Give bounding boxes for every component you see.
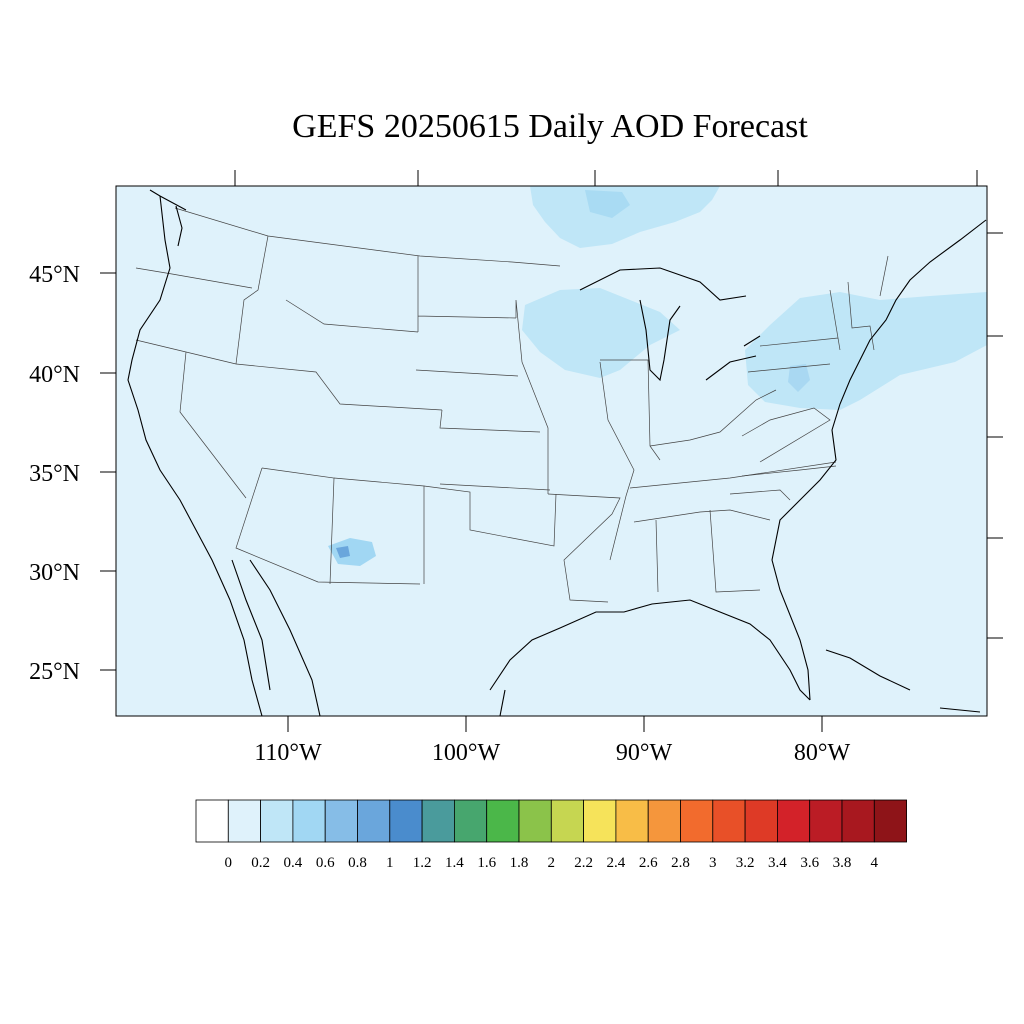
baja-california [231,559,271,691]
colorbar-label-8: 1.6 [477,855,496,871]
colorbar-label-9: 1.8 [510,855,529,871]
colorbar-label-14: 2.8 [671,855,690,871]
colorbar-label-0: 0 [225,855,233,871]
colorbar-label-11: 2.2 [574,855,593,871]
boundary-dakotas [415,256,519,377]
colorbar-swatch-19 [809,799,843,843]
colorbar-swatch-3 [292,799,326,843]
colorbar-label-3: 0.6 [316,855,335,871]
tick-marks [100,170,1003,732]
colorbar-label-20: 4 [871,855,879,871]
colorbar-swatch-0 [195,799,229,843]
colorbar-label-5: 1 [386,855,394,871]
lat-label-25: 25°N [29,659,80,685]
boundary-mississippi-river [599,361,635,561]
aod-region-northeast-core [788,364,810,392]
colorbar-swatch-12 [583,799,617,843]
longitude-labels: 110°W 100°W 90°W 80°W [254,740,850,766]
aod-region-northern-canada [530,186,720,248]
colorbar-swatch-13 [615,799,649,843]
lon-label-80w: 80°W [794,740,851,766]
colorbar-label-6: 1.2 [413,855,432,871]
lon-label-90w: 90°W [616,740,673,766]
colorbar-label-17: 3.4 [768,855,787,871]
pacific-coast [127,195,263,716]
boundary-carolinas [729,465,837,501]
boundary-washington-oregon [135,267,253,289]
boundary-nebraska-kansas [439,409,551,491]
boundary-pennsylvania-ny [747,289,841,373]
lon-label-110w: 110°W [254,740,322,766]
colorbar-swatch-8 [453,799,488,843]
caribbean-islands [825,649,981,713]
colorbar-label-13: 2.6 [639,855,658,871]
latitude-labels: 45°N 40°N 35°N 30°N 25°N [29,262,80,685]
colorbar-swatch-16 [712,799,746,843]
boundary-oklahoma [423,485,557,547]
map-title: GEFS 20250615 Daily AOD Forecast [292,108,808,145]
lon-label-100w: 100°W [432,740,501,766]
mexico-gulf-coast [499,689,506,716]
colorbar-swatch-15 [680,799,714,843]
colorbar-swatch-11 [550,799,584,843]
boundary-arizona [235,467,421,585]
colorbar-swatch-2 [260,799,294,843]
lat-label-45: 45°N [29,262,80,288]
plot-frame [115,185,988,717]
colorbar-label-4: 0.8 [348,855,367,871]
boundary-virginia [741,407,831,463]
aod-region-new-mexico [328,538,376,566]
colorbar: 0 0.2 0.4 0.6 0.8 1 1.2 1.4 1.6 1.8 2 2.2 2.4 2.6 2.8 3… [195,799,907,871]
lat-label-30: 30°N [29,560,80,586]
atlantic-coast [771,219,987,701]
colorbar-swatch-6 [389,799,423,843]
colorbar-label-12: 2.4 [607,855,626,871]
boundary-tennessee [629,461,837,489]
gulf-of-california [249,559,321,716]
great-lakes [579,267,761,382]
aod-region-northern-canada-core [585,190,630,218]
gulf-coast [489,599,811,701]
colorbar-label-16: 3.2 [736,855,755,871]
vancouver-island [149,189,187,211]
colorbar-swatch-10 [518,799,552,843]
colorbar-swatch-14 [647,799,681,843]
colorbar-swatch-9 [486,799,520,843]
colorbar-label-7: 1.4 [445,855,464,871]
boundary-utah-colorado [235,363,443,411]
colorbar-label-19: 3.8 [833,855,852,871]
colorbar-swatch-20 [841,799,875,843]
colorbar-label-10: 2 [548,855,556,871]
boundary-ohio-river [649,389,777,447]
colorbar-label-1: 0.2 [251,855,270,871]
colorbar-swatch-18 [777,799,811,843]
lat-label-35: 35°N [29,461,80,487]
colorbar-swatch-17 [744,799,778,843]
boundary-southeast [633,509,771,593]
boundary-montana-wyoming [285,299,419,333]
lat-label-40: 40°N [29,362,80,388]
colorbar-label-15: 3 [709,855,717,871]
colorbar-swatch-21 [873,799,907,843]
puget-sound [175,205,183,247]
colorbar-swatch-5 [357,799,391,843]
boundary-idaho [235,235,269,365]
us-canada-border [174,207,561,267]
colorbar-label-2: 0.4 [284,855,303,871]
boundary-midwest [515,299,549,494]
colorbar-label-18: 3.6 [800,855,819,871]
boundary-illinois-indiana [600,359,661,461]
boundary-nevada-utah [179,351,247,499]
coastlines [127,189,987,716]
aod-region-new-mexico-core [336,546,350,558]
colorbar-swatch-1 [227,799,262,843]
colorbar-swatch-7 [421,799,455,843]
colorbar-swatch-4 [324,799,358,843]
boundary-missouri-arkansas [547,493,621,603]
aod-region-upper-midwest [522,288,680,378]
state-boundaries [135,207,889,603]
aod-contours [328,186,987,566]
